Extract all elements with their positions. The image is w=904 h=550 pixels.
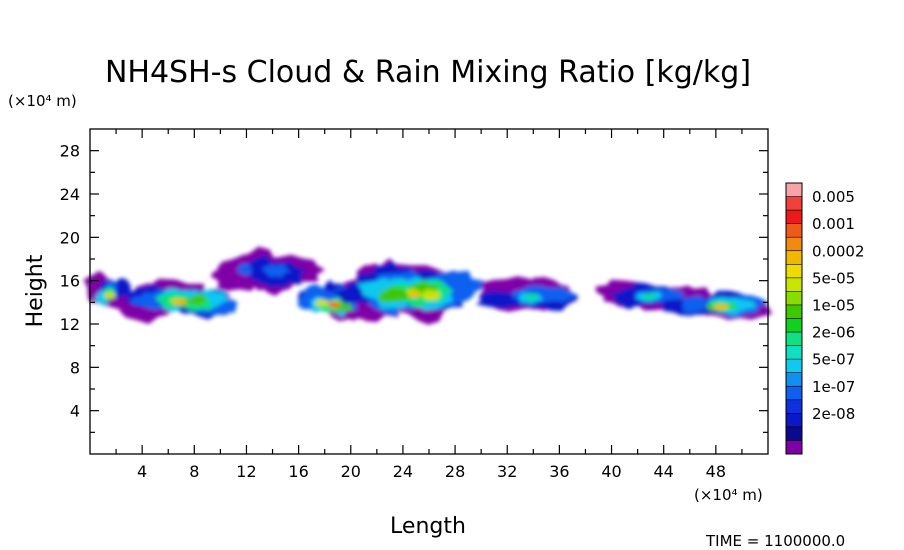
colorbar-swatch [786,223,802,238]
cloud-cell [642,293,657,300]
colorbar-label: 0.0002 [812,242,865,260]
colorbar-swatch [786,359,802,374]
x-tick-label: 48 [706,462,726,481]
colorbar-label: 2e-08 [812,405,855,423]
y-tick-label: 16 [60,272,80,291]
colorbar-swatch [786,196,802,211]
y-tick-label: 12 [60,315,80,334]
x-unit-label: (×10⁴ m) [694,486,763,504]
x-tick-label: 20 [341,462,361,481]
y-axis: 4 8 12 16 20 24 28 [60,142,768,433]
colorbar-swatch [786,183,802,197]
cloud-cell [235,263,253,277]
x-tick-label: 4 [137,462,147,481]
cloud-cell [408,291,421,298]
colorbar-swatch [786,440,802,455]
x-tick-label: 28 [445,462,465,481]
cloud-cell [419,289,441,301]
x-tick-label: 32 [497,462,517,481]
y-tick-label: 28 [60,142,80,161]
colorbar-swatch [786,250,802,265]
colorbar-swatch [786,399,802,414]
cloud-cell [261,264,292,278]
y-unit-label: (×10⁴ m) [8,92,77,110]
colorbar-label: 0.001 [812,215,855,233]
colorbar-swatch [786,210,802,225]
cloud-cell [313,299,331,307]
x-axis: 4 8 12 16 20 24 28 32 36 40 44 48 [115,129,743,481]
y-axis-label: Height [23,254,48,327]
x-axis-label: Length [390,514,466,539]
x-tick-label: 36 [549,462,569,481]
y-tick-label: 24 [60,185,80,204]
colorbar-swatch [786,291,802,306]
cloud-cell [681,295,708,313]
cloud-cell [189,293,207,306]
y-tick-label: 8 [70,358,80,377]
x-tick-label: 16 [288,462,308,481]
colorbar: 0.005 0.001 0.0002 5e-05 1e-05 2e-06 5e-07 1e-0… [785,182,865,455]
colorbar-label: 0.005 [812,188,855,206]
x-tick-label: 12 [236,462,256,481]
cloud-cell [715,304,729,310]
cloud-cell [327,302,341,309]
x-tick-label: 40 [601,462,621,481]
x-tick-label: 44 [654,462,674,481]
colorbar-swatch [786,277,802,292]
cloud-field [83,246,772,325]
chart-title: NH4SH-s Cloud & Rain Mixing Ratio [kg/kg… [105,55,751,90]
cloud-cell [104,292,116,299]
y-tick-label: 20 [60,228,80,247]
colorbar-swatch [786,386,802,401]
colorbar-swatch [786,264,802,279]
x-tick-label: 8 [189,462,199,481]
time-label: TIME = 1100000.0 [706,532,846,550]
colorbar-swatch [786,304,802,319]
colorbar-label: 1e-07 [812,378,855,396]
cloud-cell [173,298,187,305]
colorbar-swatch [786,413,802,428]
cloud-cell [377,286,418,302]
y-tick-label: 4 [70,402,80,421]
colorbar-swatch [786,318,802,333]
colorbar-label: 5e-05 [812,269,855,287]
colorbar-swatch [786,372,802,387]
x-tick-label: 24 [393,462,413,481]
colorbar-swatch [786,332,802,346]
colorbar-label: 1e-05 [812,296,855,314]
colorbar-swatch [786,426,802,441]
colorbar-swatch [786,237,802,252]
colorbar-label: 5e-07 [812,351,855,369]
colorbar-label: 2e-06 [812,324,855,342]
cloud-cell [525,293,539,300]
colorbar-swatch [786,345,802,360]
